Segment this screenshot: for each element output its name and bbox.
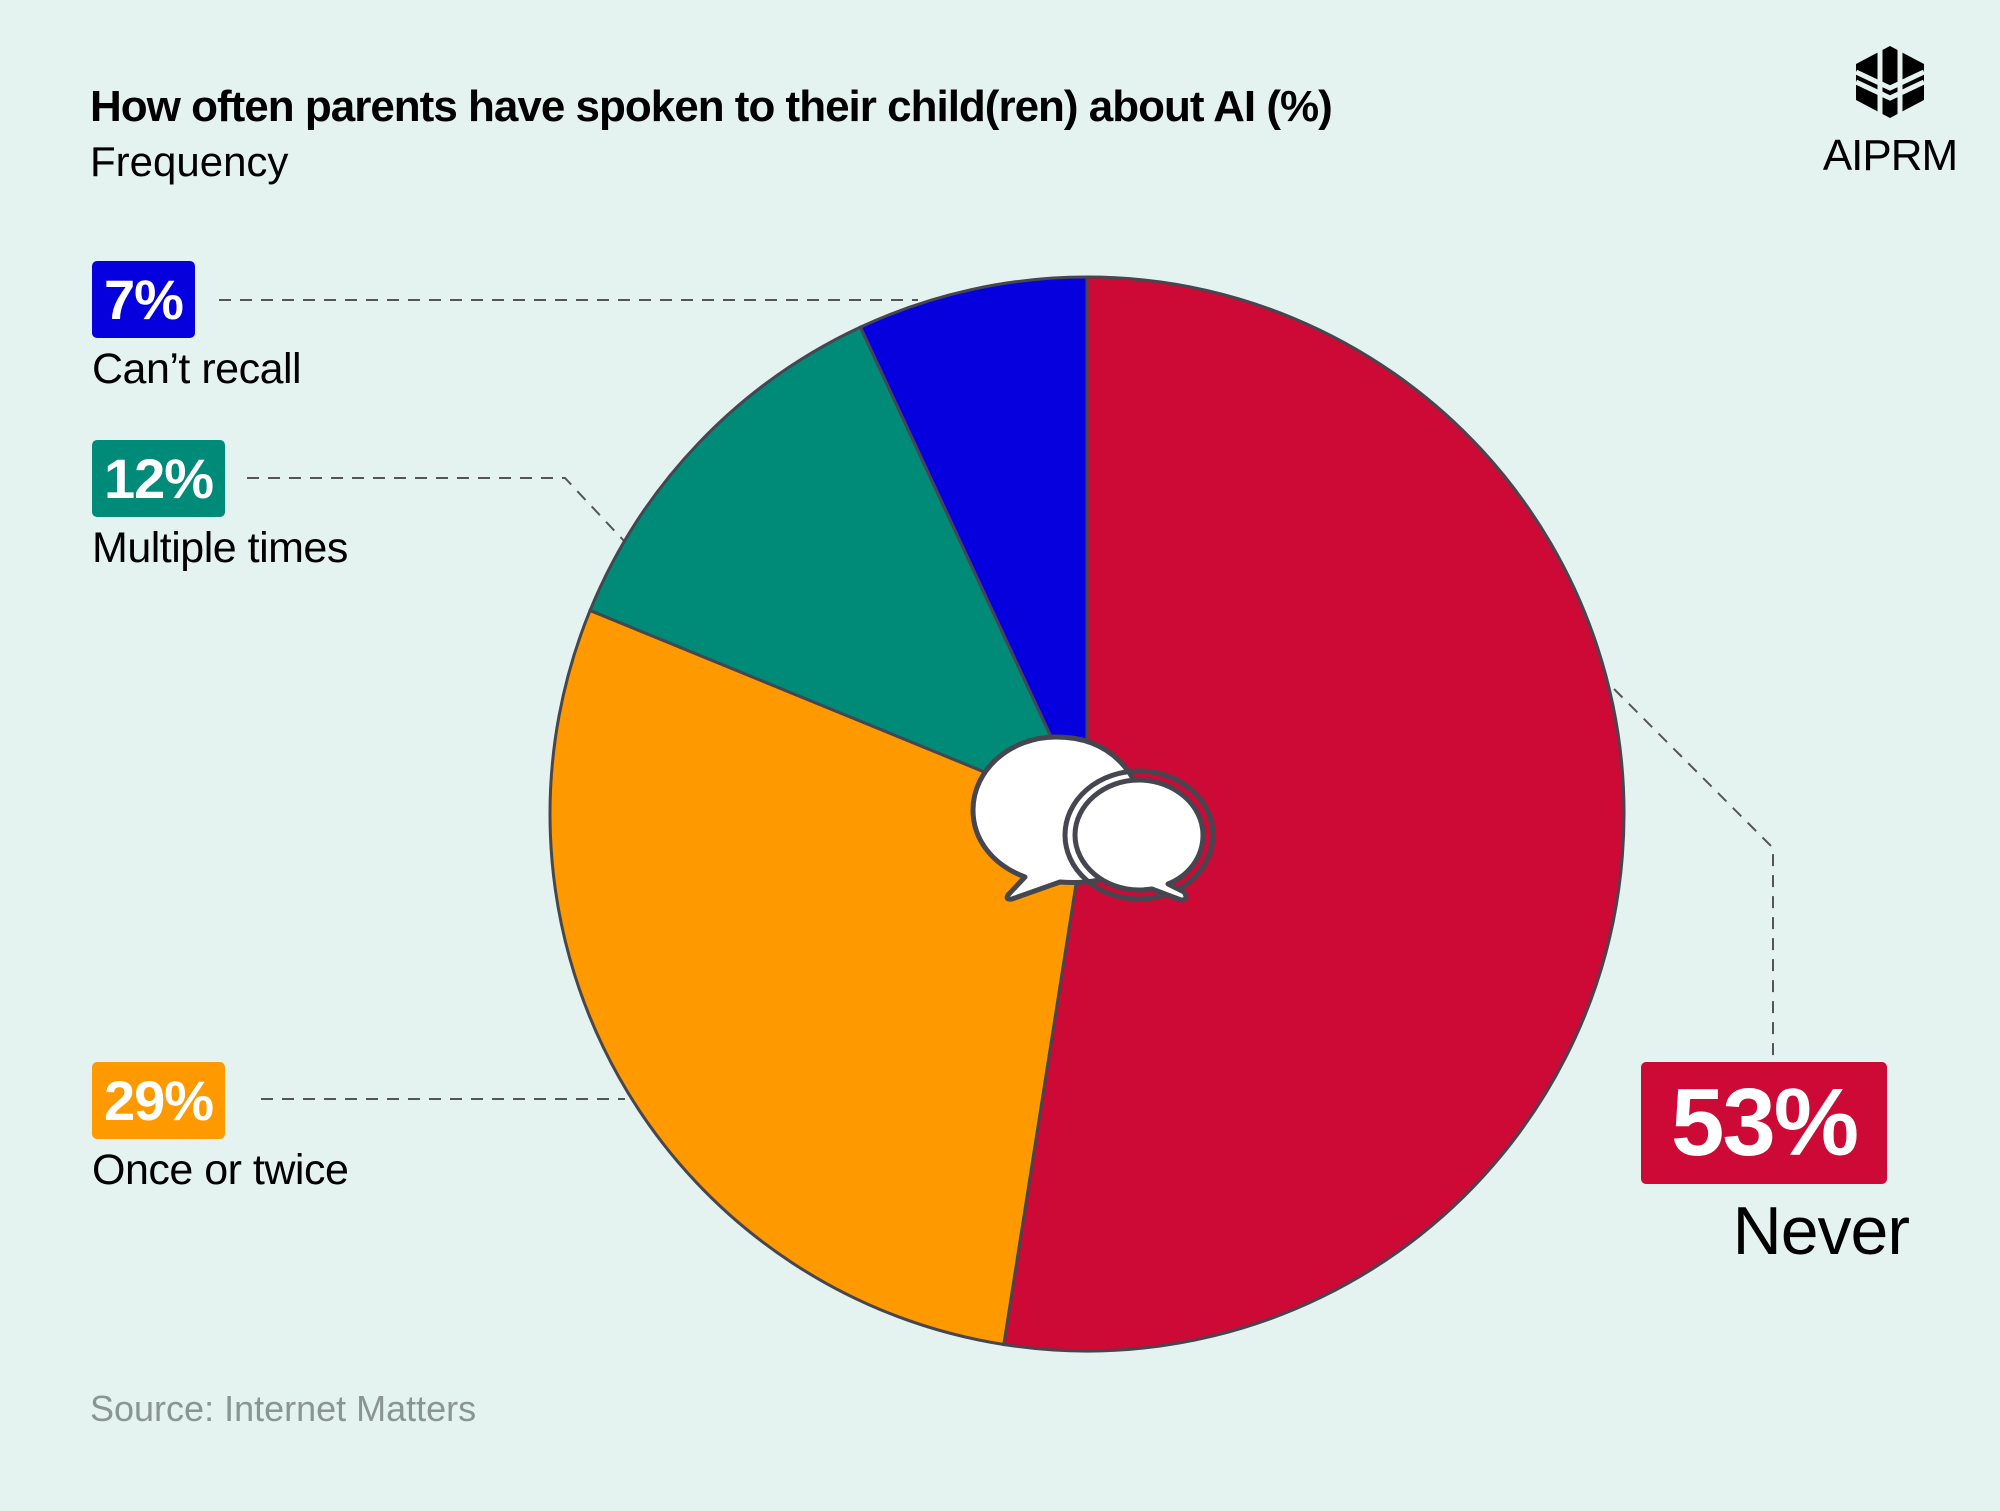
pie-slice-never (1002, 275, 1626, 1353)
category-label-never: Never (1732, 1193, 1910, 1269)
aiprm-logo: AIPRM (1820, 42, 1960, 181)
value-label-multiple-times: 12% (92, 440, 226, 517)
pie-slice-once-or-twice (548, 608, 1089, 1347)
speech-bubbles-icon (970, 734, 1216, 903)
value-label-once-or-twice: 29% (92, 1062, 226, 1139)
value-label-never: 53% (1641, 1062, 1888, 1184)
chart-title: How often parents have spoken to their c… (90, 82, 1333, 131)
source-note: Source: Internet Matters (90, 1388, 477, 1429)
pie-slice-can-t-recall (858, 275, 1089, 815)
pie-slice-multiple-times (588, 325, 1090, 817)
category-label-multiple-times: Multiple times (92, 524, 348, 572)
aiprm-cube-icon (1854, 46, 1926, 118)
chart-subtitle: Frequency (90, 138, 289, 185)
category-label-once-or-twice: Once or twice (92, 1146, 349, 1194)
category-label-cant-recall: Can’t recall (92, 345, 302, 393)
leader-line-multiple-times (247, 477, 626, 543)
value-label-cant-recall: 7% (92, 261, 195, 338)
brand-name: AIPRM (1822, 131, 1958, 180)
leader-line-never (1613, 688, 1774, 1059)
